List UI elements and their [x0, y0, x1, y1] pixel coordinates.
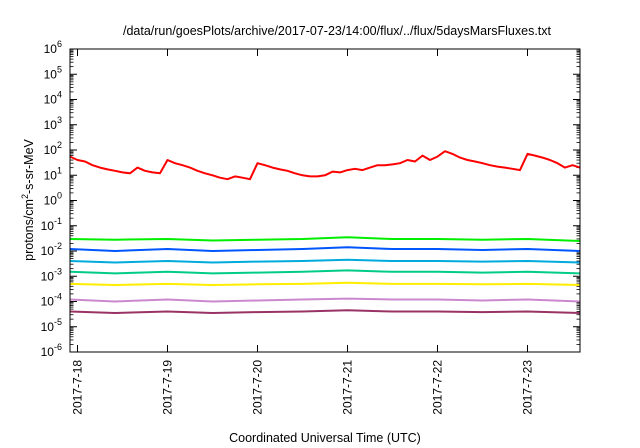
- x-axis-label: Coordinated Universal Time (UTC): [229, 431, 421, 445]
- y-tick-exponent: 2: [57, 140, 62, 150]
- y-axis-label: protons/cm2-s-sr-MeV: [20, 138, 36, 260]
- y-tick-label: 10-4: [41, 292, 62, 309]
- x-tick-label: 2017-7-21: [341, 360, 355, 415]
- y-tick-label: 103: [44, 115, 62, 132]
- y-axis-label-main: protons/cm: [22, 199, 36, 261]
- y-tick-label: 104: [44, 90, 62, 107]
- series-line: [69, 236, 581, 242]
- y-tick-label: 10-1: [41, 216, 62, 233]
- y-tick-exponent: 1: [57, 165, 62, 175]
- series-line: [69, 246, 581, 252]
- y-tick-exponent: 0: [57, 191, 62, 201]
- y-tick-exponent: -2: [54, 241, 62, 251]
- x-tick-label: 2017-7-18: [71, 360, 85, 415]
- series-line: [69, 150, 581, 181]
- y-tick-exponent: 3: [57, 115, 62, 125]
- series-line: [69, 297, 581, 303]
- x-tick-label: 2017-7-20: [251, 360, 265, 415]
- y-tick-label: 10-3: [41, 266, 62, 283]
- y-axis-label-superscript: 2: [20, 194, 30, 199]
- y-tick-exponent: -3: [54, 266, 62, 276]
- chart-title: /data/run/goesPlots/archive/2017-07-23/1…: [123, 24, 552, 38]
- y-tick-label: 10-5: [41, 317, 62, 334]
- y-tick-label: 101: [44, 165, 62, 182]
- y-tick-exponent: -4: [54, 292, 62, 302]
- y-tick-label: 10-6: [41, 342, 62, 359]
- y-axis-ticks: 10-610-510-410-310-210-11001011021031041…: [41, 39, 580, 359]
- y-tick-label: 106: [44, 39, 62, 56]
- y-tick-exponent: 4: [57, 90, 62, 100]
- y-tick-label: 105: [44, 64, 62, 81]
- series-line: [69, 258, 581, 264]
- y-tick-exponent: 6: [57, 39, 62, 49]
- y-tick-exponent: 5: [57, 64, 62, 74]
- series-line: [69, 269, 581, 275]
- x-tick-label: 2017-7-19: [161, 360, 175, 415]
- y-tick-label: 10-2: [41, 241, 62, 258]
- y-tick-exponent: -6: [54, 342, 62, 352]
- x-axis-ticks: 2017-7-18 2017-7-19 2017-7-20 2017-7-21 2017…: [71, 49, 535, 415]
- y-tick-label: 100: [44, 191, 62, 208]
- y-tick-exponent: -5: [54, 317, 62, 327]
- plot-frame: [69, 48, 581, 353]
- series-line: [69, 309, 581, 314]
- y-tick-label: 102: [44, 140, 62, 157]
- y-axis-label-suffix: -s-sr-MeV: [22, 138, 36, 194]
- x-tick-label: 2017-7-22: [431, 360, 445, 415]
- series-group: [69, 150, 581, 314]
- series-line: [69, 281, 581, 286]
- x-tick-label: 2017-7-23: [521, 360, 535, 415]
- y-tick-exponent: -1: [54, 216, 62, 226]
